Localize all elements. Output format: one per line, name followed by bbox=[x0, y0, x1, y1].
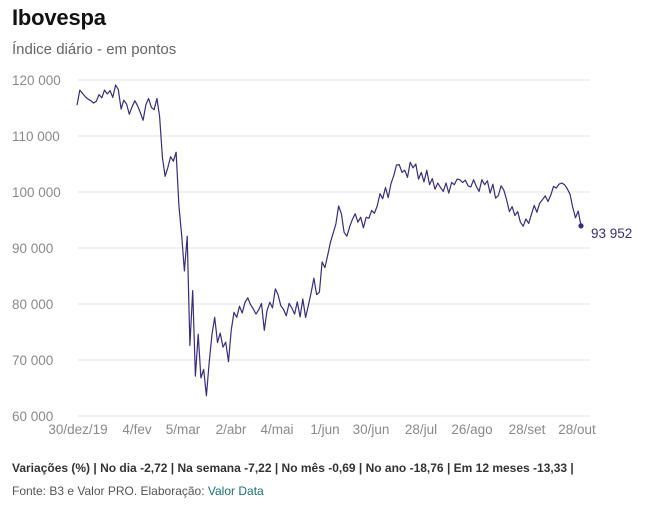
end-value-label: 93 952 bbox=[591, 226, 632, 241]
x-tick-label: 4/mai bbox=[260, 422, 293, 437]
x-tick-label: 30/dez/19 bbox=[48, 422, 107, 437]
x-tick-label: 28/set bbox=[509, 422, 546, 437]
variations-note: Variações (%) | No dia -2,72 | Na semana… bbox=[12, 461, 574, 475]
x-tick-label: 2/abr bbox=[216, 422, 247, 437]
line-chart: 60 000 70 000 80 000 90 000 100 000 110 000 12… bbox=[12, 73, 632, 437]
x-tick-label: 4/fev bbox=[122, 422, 152, 437]
chart-title: Ibovespa bbox=[12, 5, 106, 30]
y-tick-label: 110 000 bbox=[12, 129, 60, 144]
y-tick-label: 100 000 bbox=[12, 185, 61, 200]
end-point-marker bbox=[578, 223, 584, 229]
source-note: Fonte: B3 e Valor PRO. Elaboração: Valor… bbox=[12, 484, 264, 498]
chart-subtitle: Índice diário - em pontos bbox=[12, 41, 177, 58]
source-link[interactable]: Valor Data bbox=[207, 484, 264, 498]
y-tick-label: 120 000 bbox=[12, 73, 61, 88]
y-tick-label: 60 000 bbox=[12, 409, 53, 424]
x-tick-label: 1/jun bbox=[310, 422, 339, 437]
x-tick-label: 28/jul bbox=[405, 422, 437, 437]
x-tick-label: 28/out bbox=[558, 422, 596, 437]
y-tick-label: 90 000 bbox=[12, 241, 53, 256]
source-prefix: Fonte: B3 e Valor PRO. Elaboração: bbox=[12, 484, 208, 498]
y-tick-label: 70 000 bbox=[12, 353, 53, 368]
x-tick-label: 26/ago bbox=[451, 422, 492, 437]
y-tick-label: 80 000 bbox=[12, 297, 53, 312]
x-tick-label: 30/jun bbox=[353, 422, 390, 437]
series-line bbox=[76, 84, 582, 397]
x-tick-label: 5/mar bbox=[166, 422, 201, 437]
